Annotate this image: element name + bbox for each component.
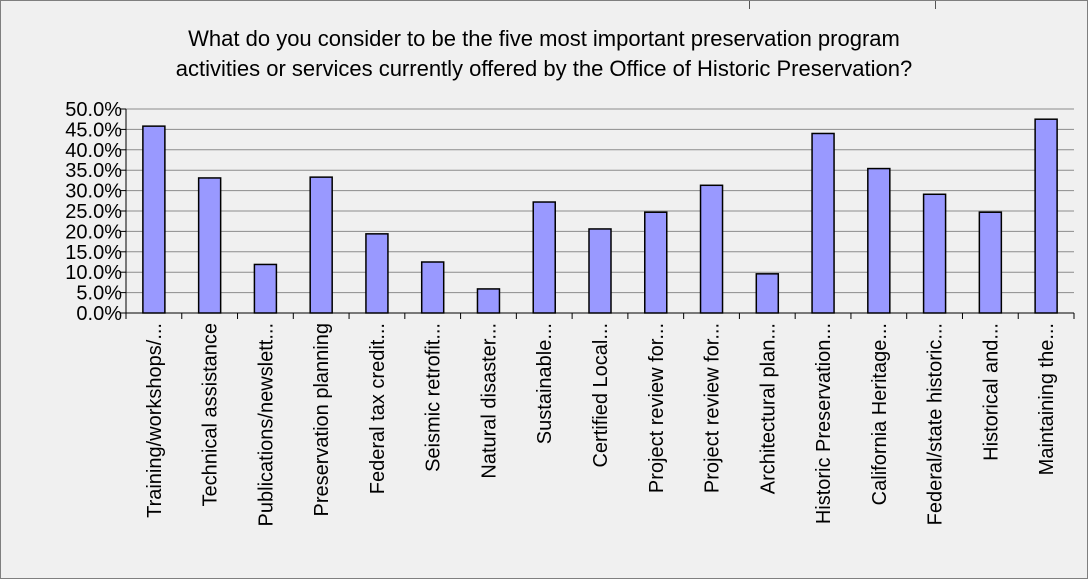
y-tick-label: 40.0% (65, 140, 122, 162)
x-category-label: Publications/newslett... (255, 323, 277, 526)
bar (867, 167, 891, 314)
bar (588, 228, 612, 314)
frame-tick-mark (935, 1, 936, 9)
y-tick-label: 35.0% (65, 160, 122, 182)
y-tick-label: 20.0% (65, 221, 122, 243)
x-category-label: Project review for... (702, 323, 724, 493)
bar (420, 261, 445, 314)
chart-title-line-2: activities or services currently offered… (175, 56, 913, 81)
x-category-label: Certified Local... (590, 323, 612, 468)
bar (811, 132, 835, 314)
x-category-label: California Heritage... (869, 323, 891, 505)
bar (644, 211, 668, 314)
chart-title-line-1: What do you consider to be the five most… (188, 26, 900, 51)
chart-title: What do you consider to be the five most… (0, 24, 1088, 84)
bar (476, 288, 501, 314)
y-tick-label: 30.0% (65, 181, 122, 203)
bar (365, 233, 389, 314)
bar (699, 184, 724, 314)
y-tick-label: 15.0% (65, 242, 122, 264)
y-tick-label: 50.0% (65, 99, 122, 121)
bar (532, 201, 556, 314)
bar (253, 263, 278, 314)
y-tick-label: 25.0% (65, 201, 122, 223)
bar (755, 273, 780, 314)
bar (197, 177, 222, 314)
bar (1034, 118, 1058, 314)
x-category-label: Federal tax credit... (367, 323, 389, 494)
x-category-label: Federal/state historic... (925, 323, 947, 525)
x-category-label: Natural disaster... (478, 323, 500, 479)
bar (309, 176, 333, 314)
x-category-label: Historical and... (980, 323, 1002, 461)
x-category-label: Project review for... (646, 323, 668, 493)
x-category-label: Seismic retrofit... (423, 323, 445, 472)
x-category-label: Technical assistance (200, 323, 222, 506)
x-category-label: Sustainable... (534, 323, 556, 444)
x-category-label: Architectural plan... (757, 323, 779, 494)
y-tick-label: 5.0% (76, 283, 122, 305)
x-category-label: Preservation planning (311, 323, 333, 516)
y-tick-label: 10.0% (65, 262, 122, 284)
frame-tick-mark (749, 1, 750, 9)
y-tick-label: 45.0% (65, 119, 122, 141)
bar (978, 211, 1003, 314)
y-tick-label: 0.0% (76, 303, 122, 325)
x-category-label: Maintaining the... (1036, 323, 1058, 475)
x-category-label: Training/workshops/... (144, 323, 166, 518)
bar (142, 125, 166, 314)
x-category-label: Historic Preservation... (813, 323, 835, 524)
bar (922, 193, 947, 314)
